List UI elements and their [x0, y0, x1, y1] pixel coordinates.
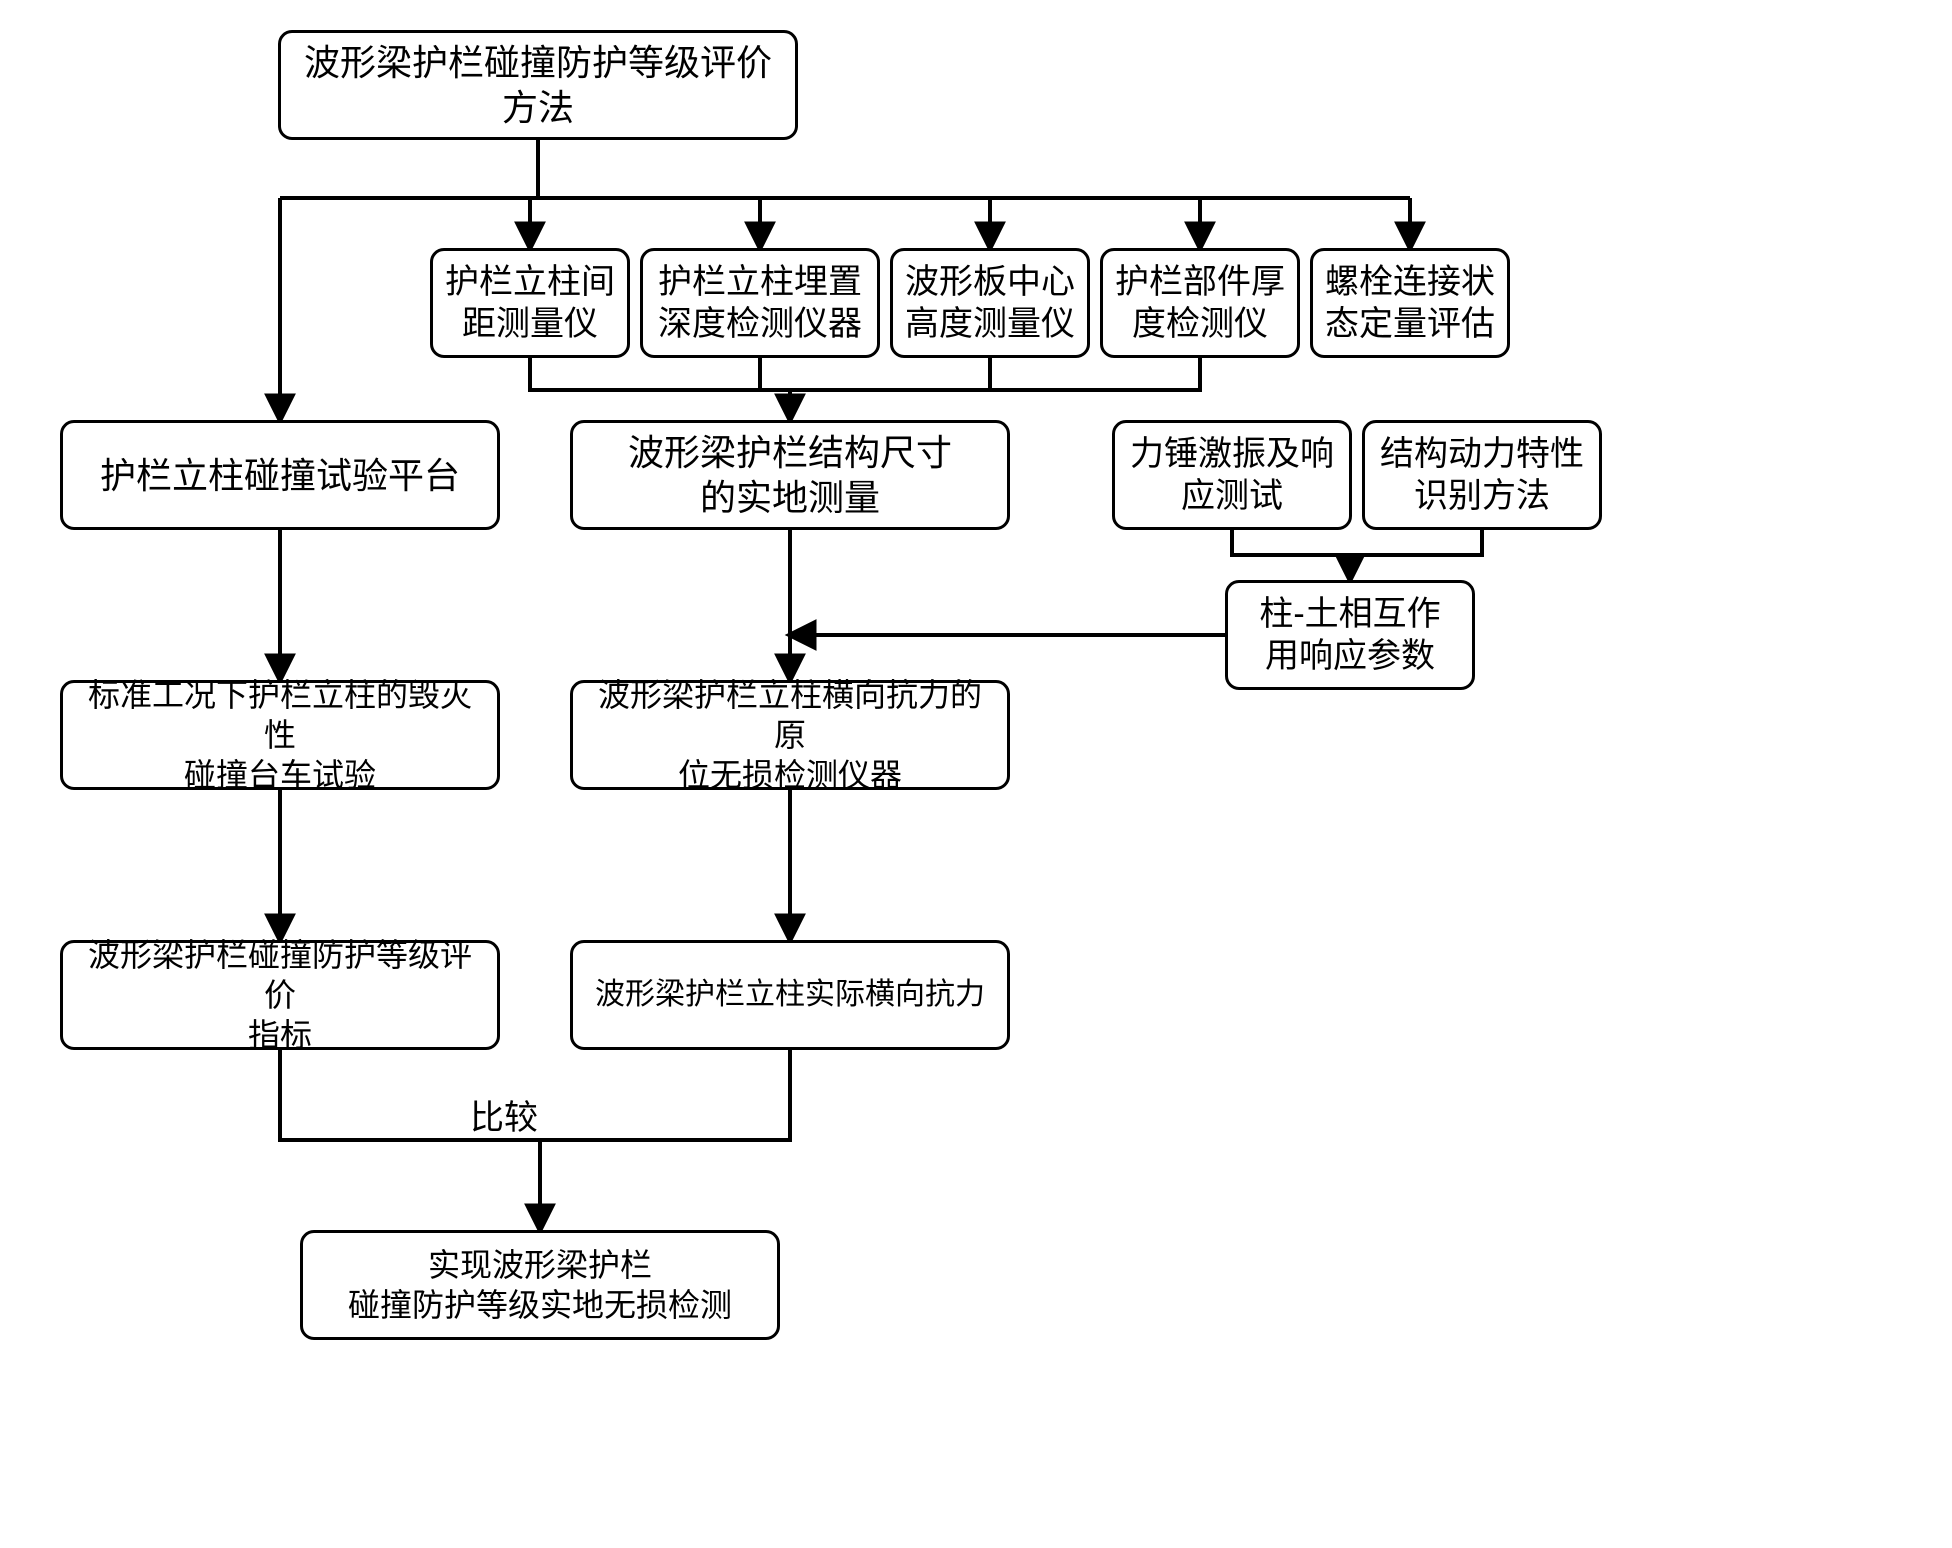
e-d2-d3	[1350, 530, 1482, 555]
node-final: 实现波形梁护栏碰撞防护等级实地无损检测	[300, 1230, 780, 1340]
node-m1: 护栏立柱间距测量仪	[430, 248, 630, 358]
node-d2: 结构动力特性识别方法	[1362, 420, 1602, 530]
node-midA: 波形梁护栏结构尺寸的实地测量	[570, 420, 1010, 530]
compare-label: 比较	[470, 1090, 538, 1139]
node-m4: 护栏部件厚度检测仪	[1100, 248, 1300, 358]
node-midB: 波形梁护栏立柱横向抗力的原位无损检测仪器	[570, 680, 1010, 790]
node-leftA: 护栏立柱碰撞试验平台	[60, 420, 500, 530]
node-leftC: 波形梁护栏碰撞防护等级评价指标	[60, 940, 500, 1050]
e-midC-join	[540, 1050, 790, 1140]
node-root: 波形梁护栏碰撞防护等级评价方法	[278, 30, 798, 140]
node-m5: 螺栓连接状态定量评估	[1310, 248, 1510, 358]
node-midC: 波形梁护栏立柱实际横向抗力	[570, 940, 1010, 1050]
node-m3: 波形板中心高度测量仪	[890, 248, 1090, 358]
e-m-bus2	[530, 358, 1200, 390]
node-d1: 力锤激振及响应测试	[1112, 420, 1352, 530]
node-m2: 护栏立柱埋置深度检测仪器	[640, 248, 880, 358]
e-d1-d3	[1232, 530, 1350, 580]
node-d3: 柱-土相互作用响应参数	[1225, 580, 1475, 690]
node-leftB: 标准工况下护栏立柱的毁灭性碰撞台车试验	[60, 680, 500, 790]
